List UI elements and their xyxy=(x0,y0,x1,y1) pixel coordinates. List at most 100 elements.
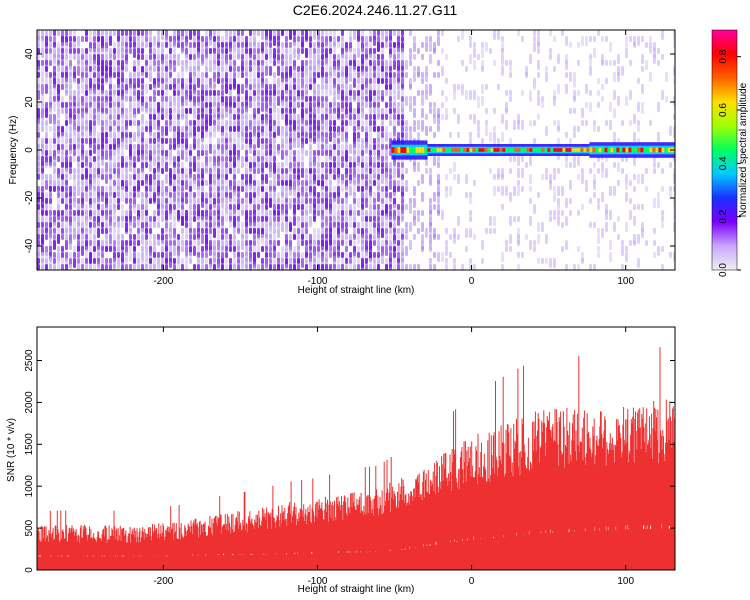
spectrogram-cell xyxy=(177,204,180,210)
spectrogram-cell xyxy=(105,54,108,60)
spectrogram-cell xyxy=(237,192,240,198)
spectrogram-cell xyxy=(585,120,588,126)
spectrogram-cell xyxy=(361,246,364,252)
signal-band-core xyxy=(505,148,509,152)
spectrogram-cell xyxy=(213,228,216,238)
spectrogram-cell xyxy=(53,96,56,102)
spectrogram-cell xyxy=(289,222,292,232)
spectrogram-cell xyxy=(461,90,464,96)
spectrogram-cell xyxy=(249,246,252,252)
spectrogram-cell xyxy=(273,228,276,234)
spectrogram-cell xyxy=(537,60,540,70)
spectrogram-cell xyxy=(41,42,44,48)
signal-band-core xyxy=(601,147,605,153)
spectrogram-cell xyxy=(77,114,80,120)
spectrogram-cell xyxy=(49,150,52,156)
spectrogram-cell xyxy=(117,114,120,120)
spectrogram-cell xyxy=(61,228,64,234)
spectrogram-cell xyxy=(205,168,208,174)
spectrogram-cell xyxy=(237,204,240,210)
spectrogram-cell xyxy=(273,198,276,204)
spectrogram-cell xyxy=(129,132,132,138)
spectrogram-cell xyxy=(633,240,636,246)
spectrogram-cell xyxy=(285,144,288,150)
spectrogram-cell xyxy=(89,264,92,270)
spectrogram-cell xyxy=(509,192,512,202)
spectrogram-cell xyxy=(249,126,252,132)
spectrogram-cell xyxy=(457,114,460,124)
signal-band-core xyxy=(493,148,497,152)
spectrogram-cell xyxy=(313,216,316,222)
spectrogram-cell xyxy=(329,168,332,174)
spectrogram-cell xyxy=(189,108,192,114)
spectrogram-cell xyxy=(137,138,140,144)
spectrogram-cell xyxy=(397,102,400,108)
spectrogram-cell xyxy=(333,162,336,168)
spectrogram-cell xyxy=(421,210,424,216)
spectrogram-cell xyxy=(69,36,72,42)
spectrogram-cell xyxy=(553,174,556,180)
spectrogram-cell xyxy=(265,162,268,168)
spectrogram-cell xyxy=(317,72,320,78)
spectrogram-cell xyxy=(257,138,260,148)
signal-band-core xyxy=(502,148,506,152)
spectrogram-cell xyxy=(389,234,392,240)
spectrogram-cell xyxy=(493,186,496,196)
spectrogram-cell xyxy=(493,228,496,234)
spectrogram-cell xyxy=(153,102,156,108)
signal-band-core xyxy=(616,147,620,153)
spectrogram-cell xyxy=(277,150,280,156)
spectrogram-cell xyxy=(393,228,396,234)
spectrogram-cell xyxy=(333,108,336,114)
spectrogram-cell xyxy=(573,126,576,132)
spectrogram-cell xyxy=(185,126,188,132)
spectrogram-cell xyxy=(153,42,156,48)
spectrogram-cell xyxy=(233,222,236,228)
spectrogram-cell xyxy=(373,174,376,180)
spectrogram-cell xyxy=(93,48,96,54)
spectrogram-cell xyxy=(421,108,424,118)
spectrogram-cell xyxy=(85,264,88,270)
spectrogram-cell xyxy=(149,186,152,192)
spectrogram-cell xyxy=(161,42,164,48)
spectrogram-cell xyxy=(233,246,236,252)
spectrogram-cell xyxy=(153,240,156,246)
spectrogram-cell xyxy=(217,228,220,234)
spectrogram-cell xyxy=(117,246,120,252)
spectrogram-cell xyxy=(189,66,192,72)
spectrogram-cell xyxy=(353,198,356,204)
spectrogram-cell xyxy=(209,180,212,186)
spectrogram-cell xyxy=(309,120,312,126)
spectrogram-cell xyxy=(113,228,116,234)
spectrogram-cell xyxy=(261,120,264,126)
spectrogram-cell xyxy=(393,252,396,258)
spectrogram-cell xyxy=(117,240,120,246)
spectrogram-cell xyxy=(533,36,536,42)
spectrogram-cell xyxy=(325,132,328,138)
spectrogram-cell xyxy=(81,36,84,42)
spectrogram-cell xyxy=(329,174,332,180)
spectrogram-cell xyxy=(133,132,136,142)
spectrogram-cell xyxy=(277,48,280,54)
spectrogram-cell xyxy=(77,180,80,186)
spectrogram-cell xyxy=(253,192,256,198)
spectrogram-cell xyxy=(157,174,160,180)
spectrogram-cell xyxy=(233,108,236,114)
spectrogram-cell xyxy=(69,174,72,180)
signal-band-core xyxy=(553,148,557,152)
spectrogram-cell xyxy=(633,216,636,226)
spectrogram-cell xyxy=(185,192,188,198)
spectrogram-cell xyxy=(141,174,144,180)
spectrogram-cell xyxy=(93,210,96,216)
spectrogram-cell xyxy=(185,144,188,150)
spectrogram-cell xyxy=(545,258,548,264)
spectrogram-cell xyxy=(209,222,212,228)
spectrogram-cell xyxy=(149,114,152,120)
spectrogram-cell xyxy=(421,72,424,78)
spectrogram-cell xyxy=(349,210,352,216)
spectrogram-cell xyxy=(293,234,296,240)
spectrogram-cell xyxy=(237,264,240,270)
spectrogram-cell xyxy=(389,54,392,60)
spectrogram-cell xyxy=(369,204,372,210)
spectrogram-cell xyxy=(61,132,64,138)
